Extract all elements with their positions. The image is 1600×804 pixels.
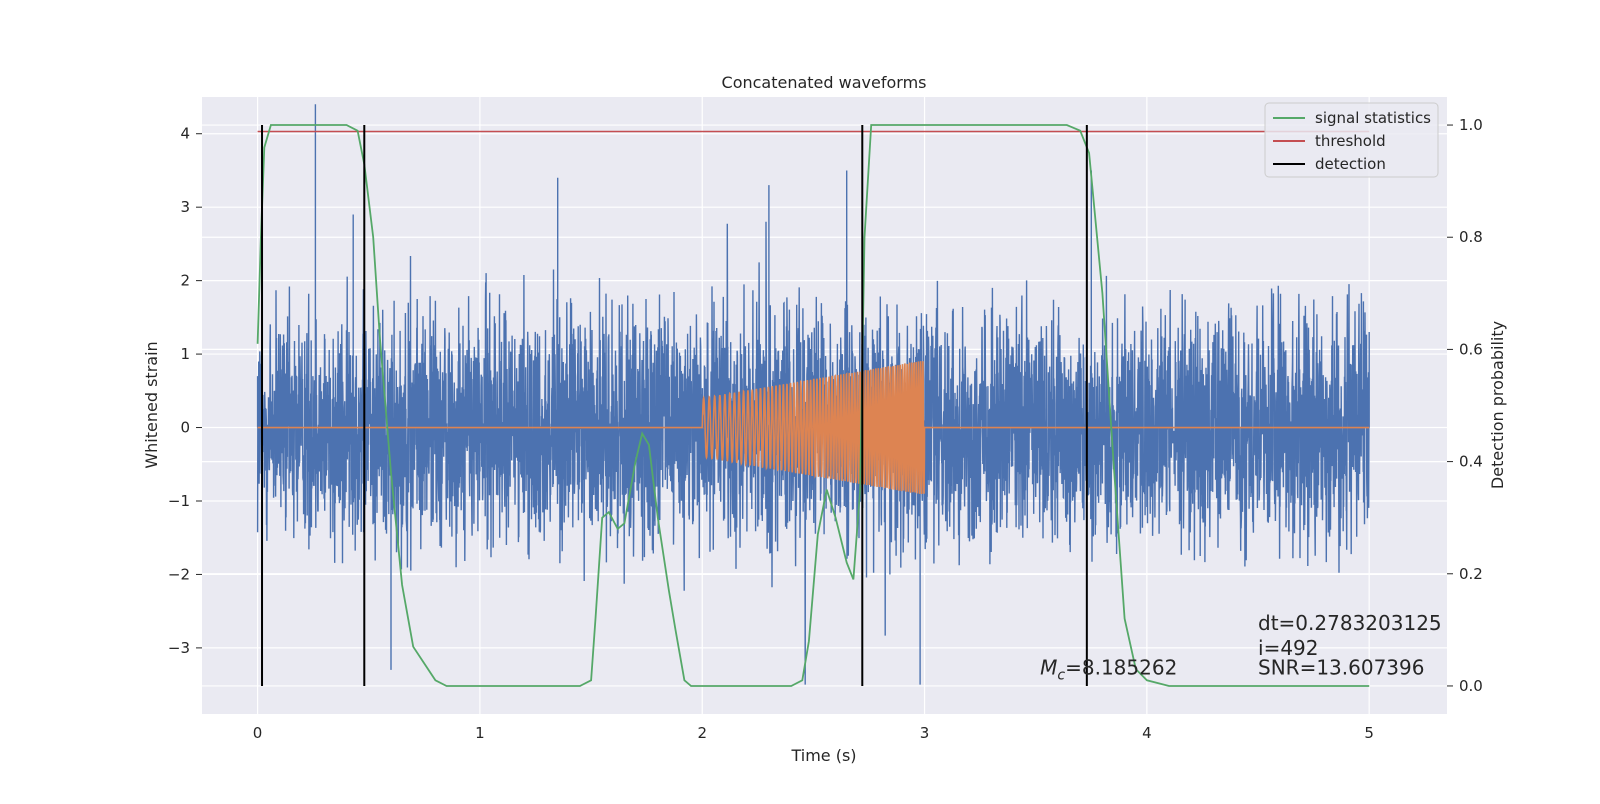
legend-label: signal statistics bbox=[1315, 109, 1431, 127]
template-series-line bbox=[257, 361, 1370, 495]
series-layer bbox=[256, 104, 1370, 687]
y-right-tick-label: 0.2 bbox=[1459, 565, 1483, 583]
y-tick-label: 0 bbox=[180, 419, 190, 437]
y-right-tick-label: 1.0 bbox=[1459, 116, 1483, 134]
x-tick-label: 2 bbox=[697, 724, 707, 742]
y-axis-label: Whitened strain bbox=[142, 341, 161, 468]
legend: signal statistics threshold detection bbox=[1264, 102, 1439, 178]
y-tick-label: −1 bbox=[168, 492, 190, 510]
ticks: 0 1 2 3 4 5 −3 −2 −1 0 1 2 3 4 0.0 0.2 0.4 0.6 0.8 1.0 bbox=[168, 116, 1483, 742]
annotations: Mc=8.185262 dt=0.2783203125 i=492SNR=13.6… bbox=[1040, 611, 1442, 684]
y-right-tick-label: 0.6 bbox=[1459, 340, 1483, 358]
annotation-mc: Mc=8.185262 bbox=[1040, 656, 1177, 684]
signal-statistics-series-line bbox=[256, 124, 1370, 687]
y-tick-label: 1 bbox=[180, 345, 190, 363]
x-tick-label: 5 bbox=[1364, 724, 1374, 742]
y-tick-label: −2 bbox=[168, 565, 190, 583]
annotation-dt: dt=0.2783203125 bbox=[1258, 611, 1442, 635]
x-tick-label: 4 bbox=[1142, 724, 1152, 742]
y-tick-label: −3 bbox=[168, 639, 190, 657]
y-tick-label: 4 bbox=[180, 125, 190, 143]
x-tick-label: 0 bbox=[253, 724, 263, 742]
y-right-tick-label: 0.0 bbox=[1459, 677, 1483, 695]
x-tick-label: 3 bbox=[920, 724, 930, 742]
chart-title: Concatenated waveforms bbox=[722, 73, 927, 92]
y-right-tick-label: 0.4 bbox=[1459, 453, 1483, 471]
y-right-tick-label: 0.8 bbox=[1459, 228, 1483, 246]
y-right-axis-label: Detection probability bbox=[1488, 321, 1507, 489]
y-tick-label: 3 bbox=[180, 198, 190, 216]
x-axis-label: Time (s) bbox=[790, 746, 856, 765]
annotation-snr: SNR=13.607396 bbox=[1258, 656, 1424, 680]
x-tick-label: 1 bbox=[475, 724, 485, 742]
legend-label: threshold bbox=[1315, 132, 1386, 150]
legend-label: detection bbox=[1315, 155, 1386, 173]
annotation-i: i=492 bbox=[1258, 636, 1319, 660]
y-tick-label: 2 bbox=[180, 272, 190, 290]
legend-frame bbox=[1264, 102, 1439, 178]
